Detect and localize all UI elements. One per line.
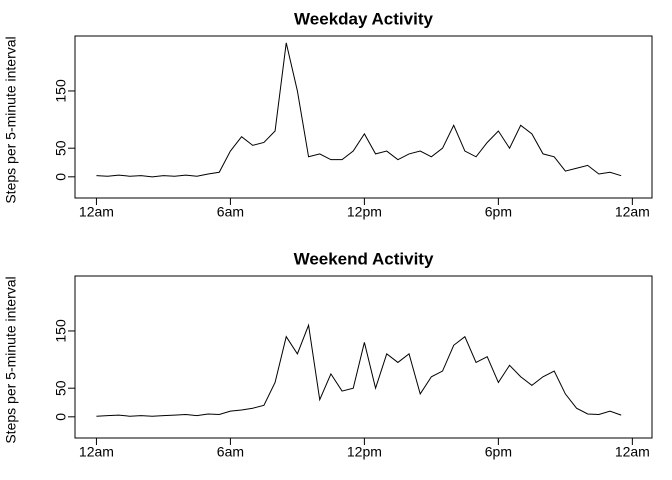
y-tick-label: 150 <box>53 79 69 103</box>
plot-frame <box>74 35 653 199</box>
x-tick-label: 6pm <box>485 204 512 220</box>
chart-title: Weekend Activity <box>294 249 434 268</box>
x-tick-label: 12pm <box>347 204 382 220</box>
y-tick-label: 0 <box>53 173 69 181</box>
y-tick-label: 50 <box>53 380 69 396</box>
plot-frame <box>74 275 653 439</box>
x-tick-label: 12am <box>615 444 650 460</box>
x-tick-label: 6am <box>217 204 244 220</box>
x-tick-label: 12am <box>79 204 114 220</box>
y-tick-label: 50 <box>53 140 69 156</box>
x-tick-label: 12pm <box>347 444 382 460</box>
chart-title: Weekday Activity <box>294 9 433 28</box>
x-tick-label: 12am <box>615 204 650 220</box>
x-tick-label: 12am <box>79 444 114 460</box>
data-line <box>96 323 622 417</box>
y-axis-label: Steps per 5-minute interval <box>3 276 19 443</box>
y-tick-label: 0 <box>53 413 69 421</box>
x-tick-label: 6pm <box>485 444 512 460</box>
data-line <box>96 42 622 178</box>
x-tick-label: 6am <box>217 444 244 460</box>
y-axis-label: Steps per 5-minute interval <box>3 36 19 203</box>
y-tick-label: 150 <box>53 319 69 343</box>
